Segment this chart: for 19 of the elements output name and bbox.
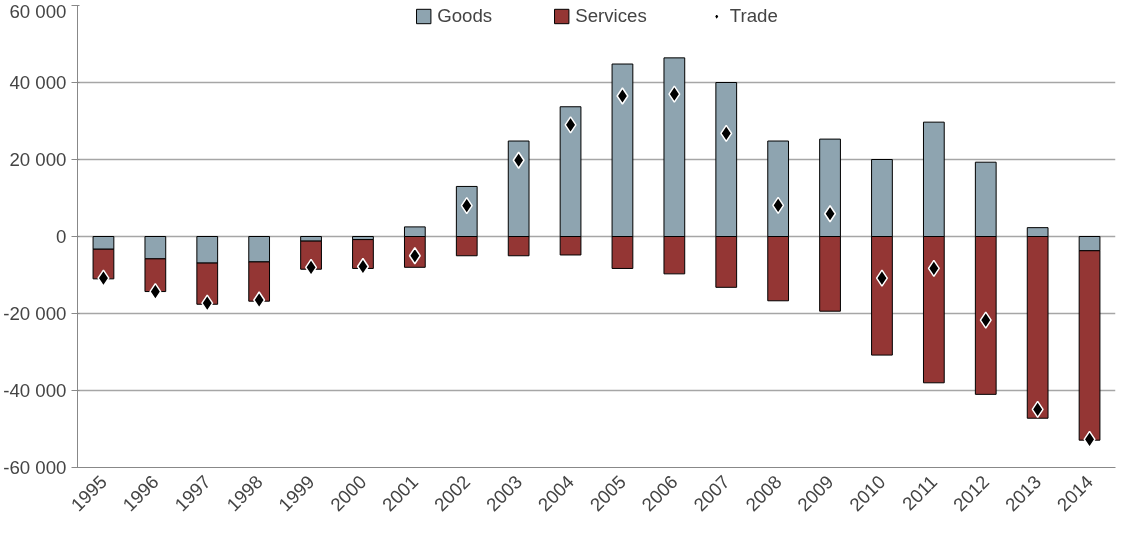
point xyxy=(253,291,266,309)
point xyxy=(979,311,992,329)
y-tick-label: 60 000 xyxy=(9,0,67,22)
point xyxy=(97,269,110,287)
point xyxy=(823,205,837,223)
y-tick-label: -20 000 xyxy=(3,303,67,324)
point xyxy=(564,116,577,134)
y-tick-label: 0 xyxy=(56,226,67,247)
legend-label: Goods xyxy=(437,5,493,27)
y-tick-label: -40 000 xyxy=(3,380,67,401)
point xyxy=(616,87,629,105)
point xyxy=(875,269,889,287)
y-tick-label: -60 000 xyxy=(3,457,67,478)
point xyxy=(668,85,681,103)
y-tick-label: 40 000 xyxy=(9,72,67,93)
point xyxy=(201,294,214,312)
legend-label: Trade xyxy=(729,5,778,27)
legend-label: Services xyxy=(575,5,647,27)
y-tick-label: 20 000 xyxy=(9,149,67,170)
